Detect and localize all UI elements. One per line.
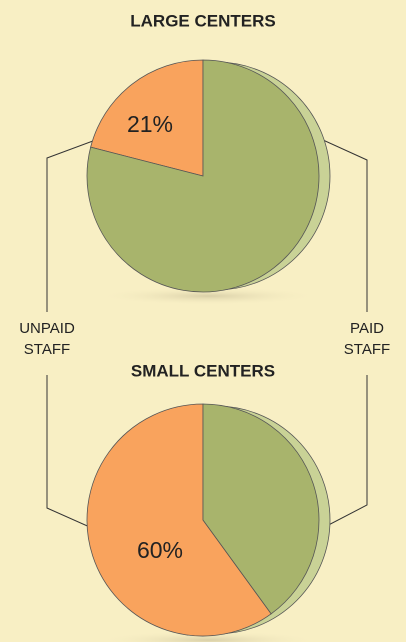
- shadow: [97, 631, 319, 642]
- data-label: 60%: [137, 537, 183, 563]
- data-label: 21%: [127, 111, 173, 137]
- pie-slice: [86, 59, 320, 293]
- shadow: [97, 287, 319, 305]
- category-label: UNPAID STAFF: [19, 320, 75, 358]
- pie-slice: [86, 403, 272, 637]
- category-label: PAID STAFF: [343, 320, 391, 358]
- pie-slice: [202, 403, 320, 615]
- chart-title: LARGE CENTERS: [130, 11, 275, 30]
- chart-title: SMALL CENTERS: [131, 361, 275, 380]
- pie-slice: [90, 59, 204, 177]
